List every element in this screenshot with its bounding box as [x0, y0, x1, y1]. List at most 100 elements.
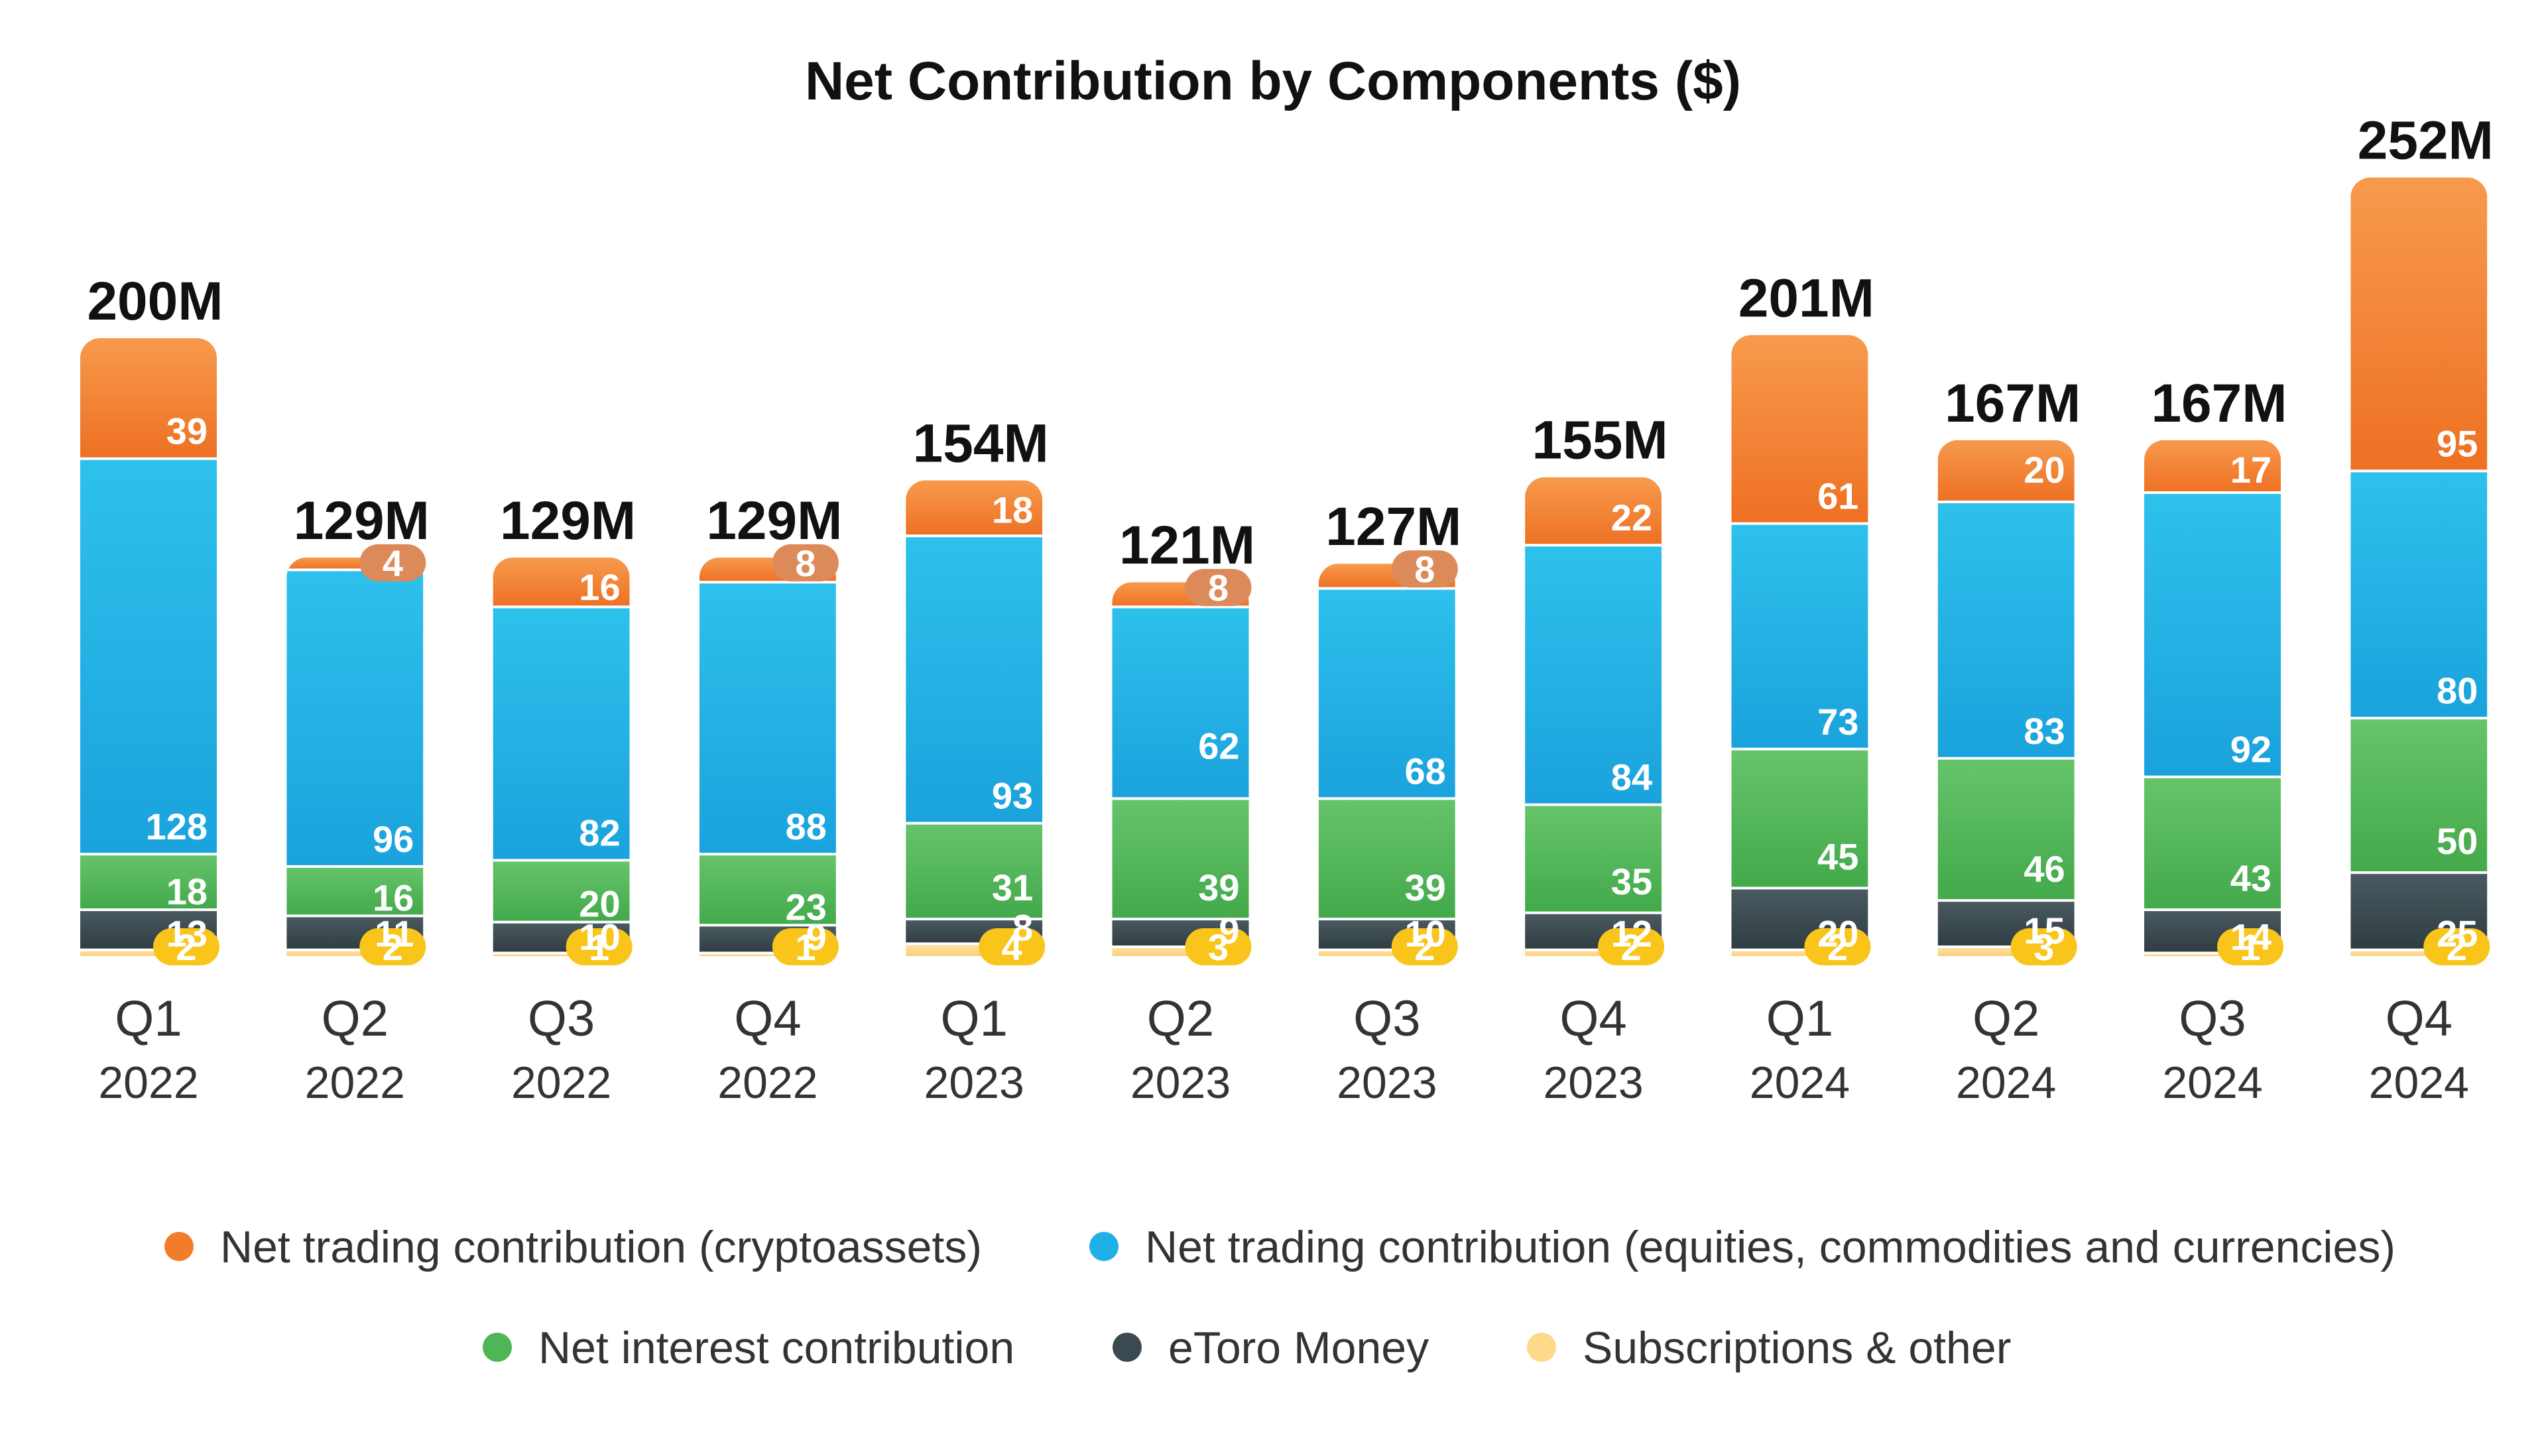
bar-segment-net-interest-q3-2024 — [2144, 776, 2281, 910]
label-etoro-money-q1-2023: 8 — [1012, 906, 1033, 948]
label-equities-q2-2023: 62 — [1198, 725, 1239, 766]
bar-segment-equities-q1-2022 — [80, 458, 217, 855]
legend-item-net-interest: Net interest contribution — [483, 1323, 1014, 1373]
label-crypto-q1-2023: 18 — [992, 489, 1033, 530]
badge-crypto-q2-2023-text: 8 — [1208, 567, 1229, 609]
bar-segment-equities-q4-2023 — [1525, 545, 1662, 805]
label-equities-q1-2022: 128 — [146, 806, 208, 847]
legend-item-crypto: Net trading contribution (cryptoassets) — [164, 1222, 982, 1272]
badge-subscriptions-q4-2022: 1 — [772, 926, 839, 968]
badge-subscriptions-q1-2024: 2 — [1804, 926, 1871, 968]
bar-stack-q2-2023 — [1112, 582, 1249, 956]
label-net-interest-q1-2024: 45 — [1817, 835, 1858, 877]
badge-subscriptions-q1-2023-text: 4 — [1002, 926, 1022, 968]
bar-segment-net-interest-q4-2023 — [1525, 804, 1662, 913]
bar-segment-equities-q2-2023 — [1112, 607, 1249, 799]
x-tick-quarter-q3-2024: Q3 — [2179, 991, 2246, 1047]
label-equities-q4-2024: 80 — [2437, 670, 2478, 711]
label-etoro-money-q4-2024: 25 — [2437, 913, 2478, 955]
badge-subscriptions-q3-2024: 1 — [2217, 926, 2283, 968]
bar-segment-equities-q2-2022 — [286, 570, 424, 867]
bar-segment-crypto-q4-2024 — [2350, 177, 2488, 471]
bar-segment-net-interest-q3-2022 — [493, 860, 630, 922]
label-net-interest-q1-2023: 31 — [992, 867, 1033, 908]
bar-segment-subscriptions-q4-2023 — [1525, 949, 1662, 956]
total-label-q2-2023: 121M — [1119, 515, 1255, 576]
label-etoro-money-q2-2023: 9 — [1219, 910, 1239, 951]
bar-segment-crypto-q1-2023 — [906, 480, 1043, 536]
badge-crypto-q3-2023-bg — [1391, 550, 1458, 588]
legend-label-crypto: Net trading contribution (cryptoassets) — [220, 1222, 982, 1272]
x-tick-year-q3-2022: 2022 — [511, 1058, 611, 1108]
total-label-q4-2024: 252M — [2358, 111, 2494, 171]
badge-subscriptions-q2-2022-bg — [359, 928, 426, 965]
x-tick-year-q1-2022: 2022 — [98, 1058, 198, 1108]
bar-segment-net-interest-q4-2024 — [2350, 718, 2488, 873]
badge-subscriptions-q3-2023: 2 — [1391, 926, 1458, 968]
badge-subscriptions-q2-2022: 2 — [359, 926, 426, 968]
bar-stack-q2-2024 — [1937, 440, 2075, 956]
total-label-q3-2022: 129M — [500, 491, 636, 551]
label-net-interest-q4-2024: 50 — [2437, 820, 2478, 862]
badge-subscriptions-q2-2023-text: 3 — [1208, 926, 1229, 968]
badge-subscriptions-q3-2023-text: 2 — [1414, 926, 1435, 968]
label-crypto-q3-2024: 17 — [2230, 449, 2272, 491]
bar-segment-subscriptions-q3-2023 — [1318, 949, 1455, 956]
bars-layer — [80, 177, 2488, 956]
bar-stack-q1-2024 — [1731, 335, 1868, 956]
bar-segment-net-interest-q2-2023 — [1112, 798, 1249, 920]
bar-segment-net-interest-q2-2024 — [1937, 758, 2075, 901]
label-crypto-q4-2024: 95 — [2437, 422, 2478, 464]
label-equities-q1-2024: 73 — [1817, 701, 1858, 743]
bar-segment-crypto-q1-2022 — [80, 338, 217, 459]
chart-title: Net Contribution by Components ($) — [805, 51, 1741, 111]
badge-subscriptions-q3-2022-bg — [566, 928, 633, 965]
x-tick-year-q4-2022: 2022 — [717, 1058, 818, 1108]
label-net-interest-q1-2022: 18 — [166, 871, 208, 912]
badge-subscriptions-q4-2023: 2 — [1598, 926, 1665, 968]
legend-swatch-crypto — [164, 1232, 194, 1261]
label-net-interest-q2-2024: 46 — [2024, 848, 2065, 890]
badge-crypto-q2-2023-bg — [1185, 569, 1252, 607]
bar-segment-subscriptions-q3-2024 — [2144, 953, 2281, 956]
label-equities-q4-2022: 88 — [786, 806, 827, 847]
bar-segment-crypto-q2-2024 — [1937, 440, 2075, 502]
bar-segment-subscriptions-q3-2022 — [493, 953, 630, 956]
badge-subscriptions-q2-2023: 3 — [1185, 926, 1252, 968]
x-tick-year-q2-2022: 2022 — [305, 1058, 405, 1108]
total-label-q4-2023: 155M — [1532, 410, 1668, 471]
bar-stack-q4-2023 — [1525, 477, 1662, 956]
badge-subscriptions-q1-2024-bg — [1804, 928, 1871, 965]
label-equities-q2-2022: 96 — [373, 818, 414, 860]
label-etoro-money-q4-2023: 12 — [1611, 913, 1652, 955]
badge-subscriptions-q4-2023-bg — [1598, 928, 1665, 965]
bar-segment-equities-q3-2023 — [1318, 588, 1455, 799]
x-tick-year-q3-2024: 2024 — [2162, 1058, 2262, 1108]
legend-swatch-net-interest — [483, 1333, 512, 1362]
badge-subscriptions-q4-2023-text: 2 — [1621, 926, 1642, 968]
x-tick-quarter-q3-2023: Q3 — [1353, 991, 1420, 1047]
label-etoro-money-q1-2022: 13 — [166, 913, 208, 955]
label-etoro-money-q2-2022: 11 — [375, 913, 414, 955]
badge-subscriptions-q4-2024-bg — [2423, 928, 2490, 965]
bar-stack-q2-2022 — [286, 557, 424, 956]
badge-crypto-q2-2022-bg — [359, 544, 426, 581]
x-tick-year-q1-2024: 2024 — [1750, 1058, 1850, 1108]
badge-subscriptions-q2-2024: 3 — [2010, 926, 2077, 968]
label-net-interest-q4-2023: 35 — [1611, 861, 1652, 902]
label-equities-q4-2023: 84 — [1611, 757, 1652, 798]
badge-crypto-q4-2022-text: 8 — [795, 542, 816, 584]
total-label-q1-2023: 154M — [913, 413, 1049, 473]
bar-segment-net-interest-q1-2024 — [1731, 749, 1868, 888]
label-equities-q3-2023: 68 — [1405, 750, 1446, 792]
bar-segment-subscriptions-q2-2022 — [286, 949, 424, 956]
label-net-interest-q3-2022: 20 — [579, 883, 620, 925]
x-tick-quarter-q4-2022: Q4 — [734, 991, 801, 1047]
badge-crypto-q2-2023: 8 — [1185, 567, 1252, 609]
badge-subscriptions-q2-2022-text: 2 — [383, 926, 403, 968]
label-etoro-money-q3-2022: 10 — [579, 916, 620, 957]
badge-subscriptions-q1-2024-text: 2 — [1827, 926, 1848, 968]
total-label-q3-2024: 167M — [2151, 373, 2287, 434]
bar-segment-crypto-q4-2023 — [1525, 477, 1662, 546]
